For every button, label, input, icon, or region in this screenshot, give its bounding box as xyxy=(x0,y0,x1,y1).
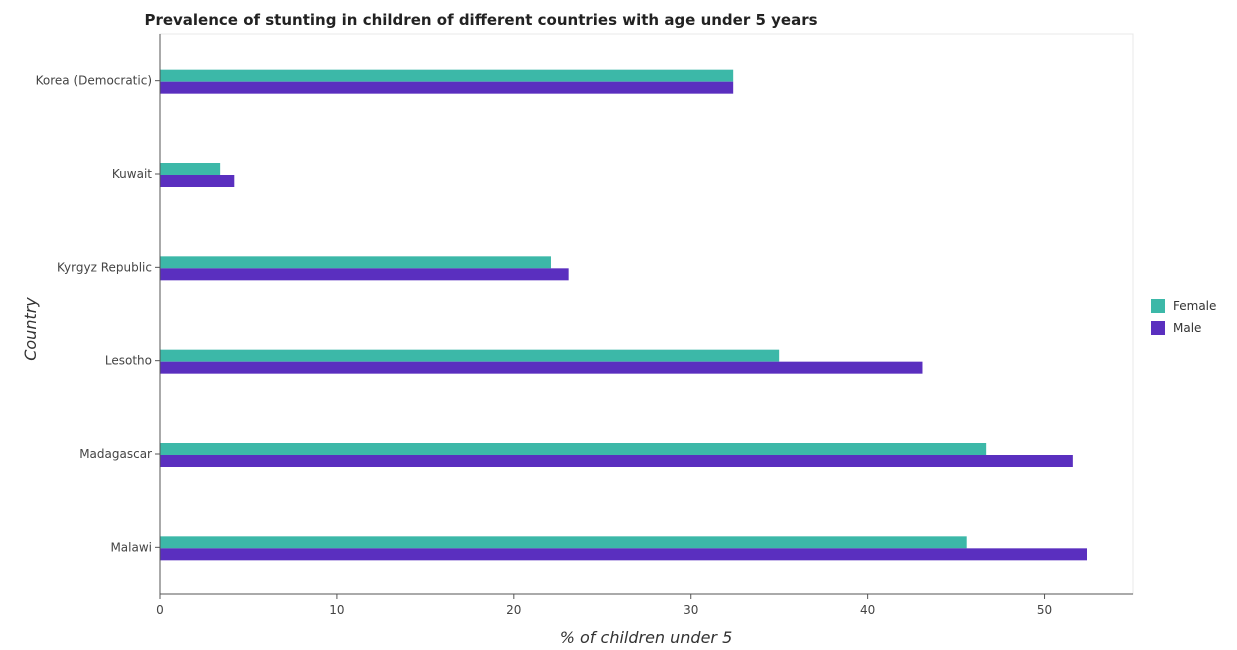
bar-male-kuwait xyxy=(160,175,235,187)
bar-female-malawi xyxy=(160,536,967,549)
y-tick-label: Korea (Democratic) xyxy=(36,74,152,88)
bar-female-korea-democratic xyxy=(160,69,734,82)
bar-male-korea-democratic xyxy=(160,81,734,94)
x-axis-label: % of children under 5 xyxy=(560,628,733,647)
legend-label-female: Female xyxy=(1173,299,1216,313)
y-tick-label: Madagascar xyxy=(79,447,152,461)
bar-male-lesotho xyxy=(160,361,923,374)
y-tick-label: Kyrgyz Republic xyxy=(57,260,152,274)
chart-title: Prevalence of stunting in children of di… xyxy=(144,11,817,29)
y-tick-label: Malawi xyxy=(110,540,152,554)
bar-female-lesotho xyxy=(160,349,780,362)
y-axis: Korea (Democratic) Kuwait Kyrgyz Republic L… xyxy=(36,34,161,594)
bar-female-madagascar xyxy=(160,443,987,455)
y-tick-label: Lesotho xyxy=(105,354,152,368)
x-tick-label: 50 xyxy=(1037,603,1052,617)
y-tick-label: Kuwait xyxy=(112,167,152,181)
bar-male-kyrgyz-republic xyxy=(160,268,569,281)
legend: Female Male xyxy=(1151,299,1216,335)
legend-swatch-female xyxy=(1151,299,1165,313)
x-tick-label: 30 xyxy=(683,603,698,617)
legend-label-male: Male xyxy=(1173,321,1201,335)
bar-female-kyrgyz-republic xyxy=(160,256,551,269)
plot-area xyxy=(159,33,1134,595)
x-tick-label: 0 xyxy=(156,603,164,617)
legend-swatch-male xyxy=(1151,321,1165,335)
bar-male-madagascar xyxy=(160,455,1073,467)
bar-male-malawi xyxy=(160,548,1088,561)
x-tick-label: 20 xyxy=(506,603,521,617)
x-axis: 0 10 20 30 40 50 xyxy=(156,593,1133,617)
x-tick-label: 10 xyxy=(329,603,344,617)
y-axis-label: Country xyxy=(21,297,40,361)
bar-female-kuwait xyxy=(160,163,221,175)
plot-frame xyxy=(159,33,1134,595)
x-tick-label: 40 xyxy=(860,603,875,617)
